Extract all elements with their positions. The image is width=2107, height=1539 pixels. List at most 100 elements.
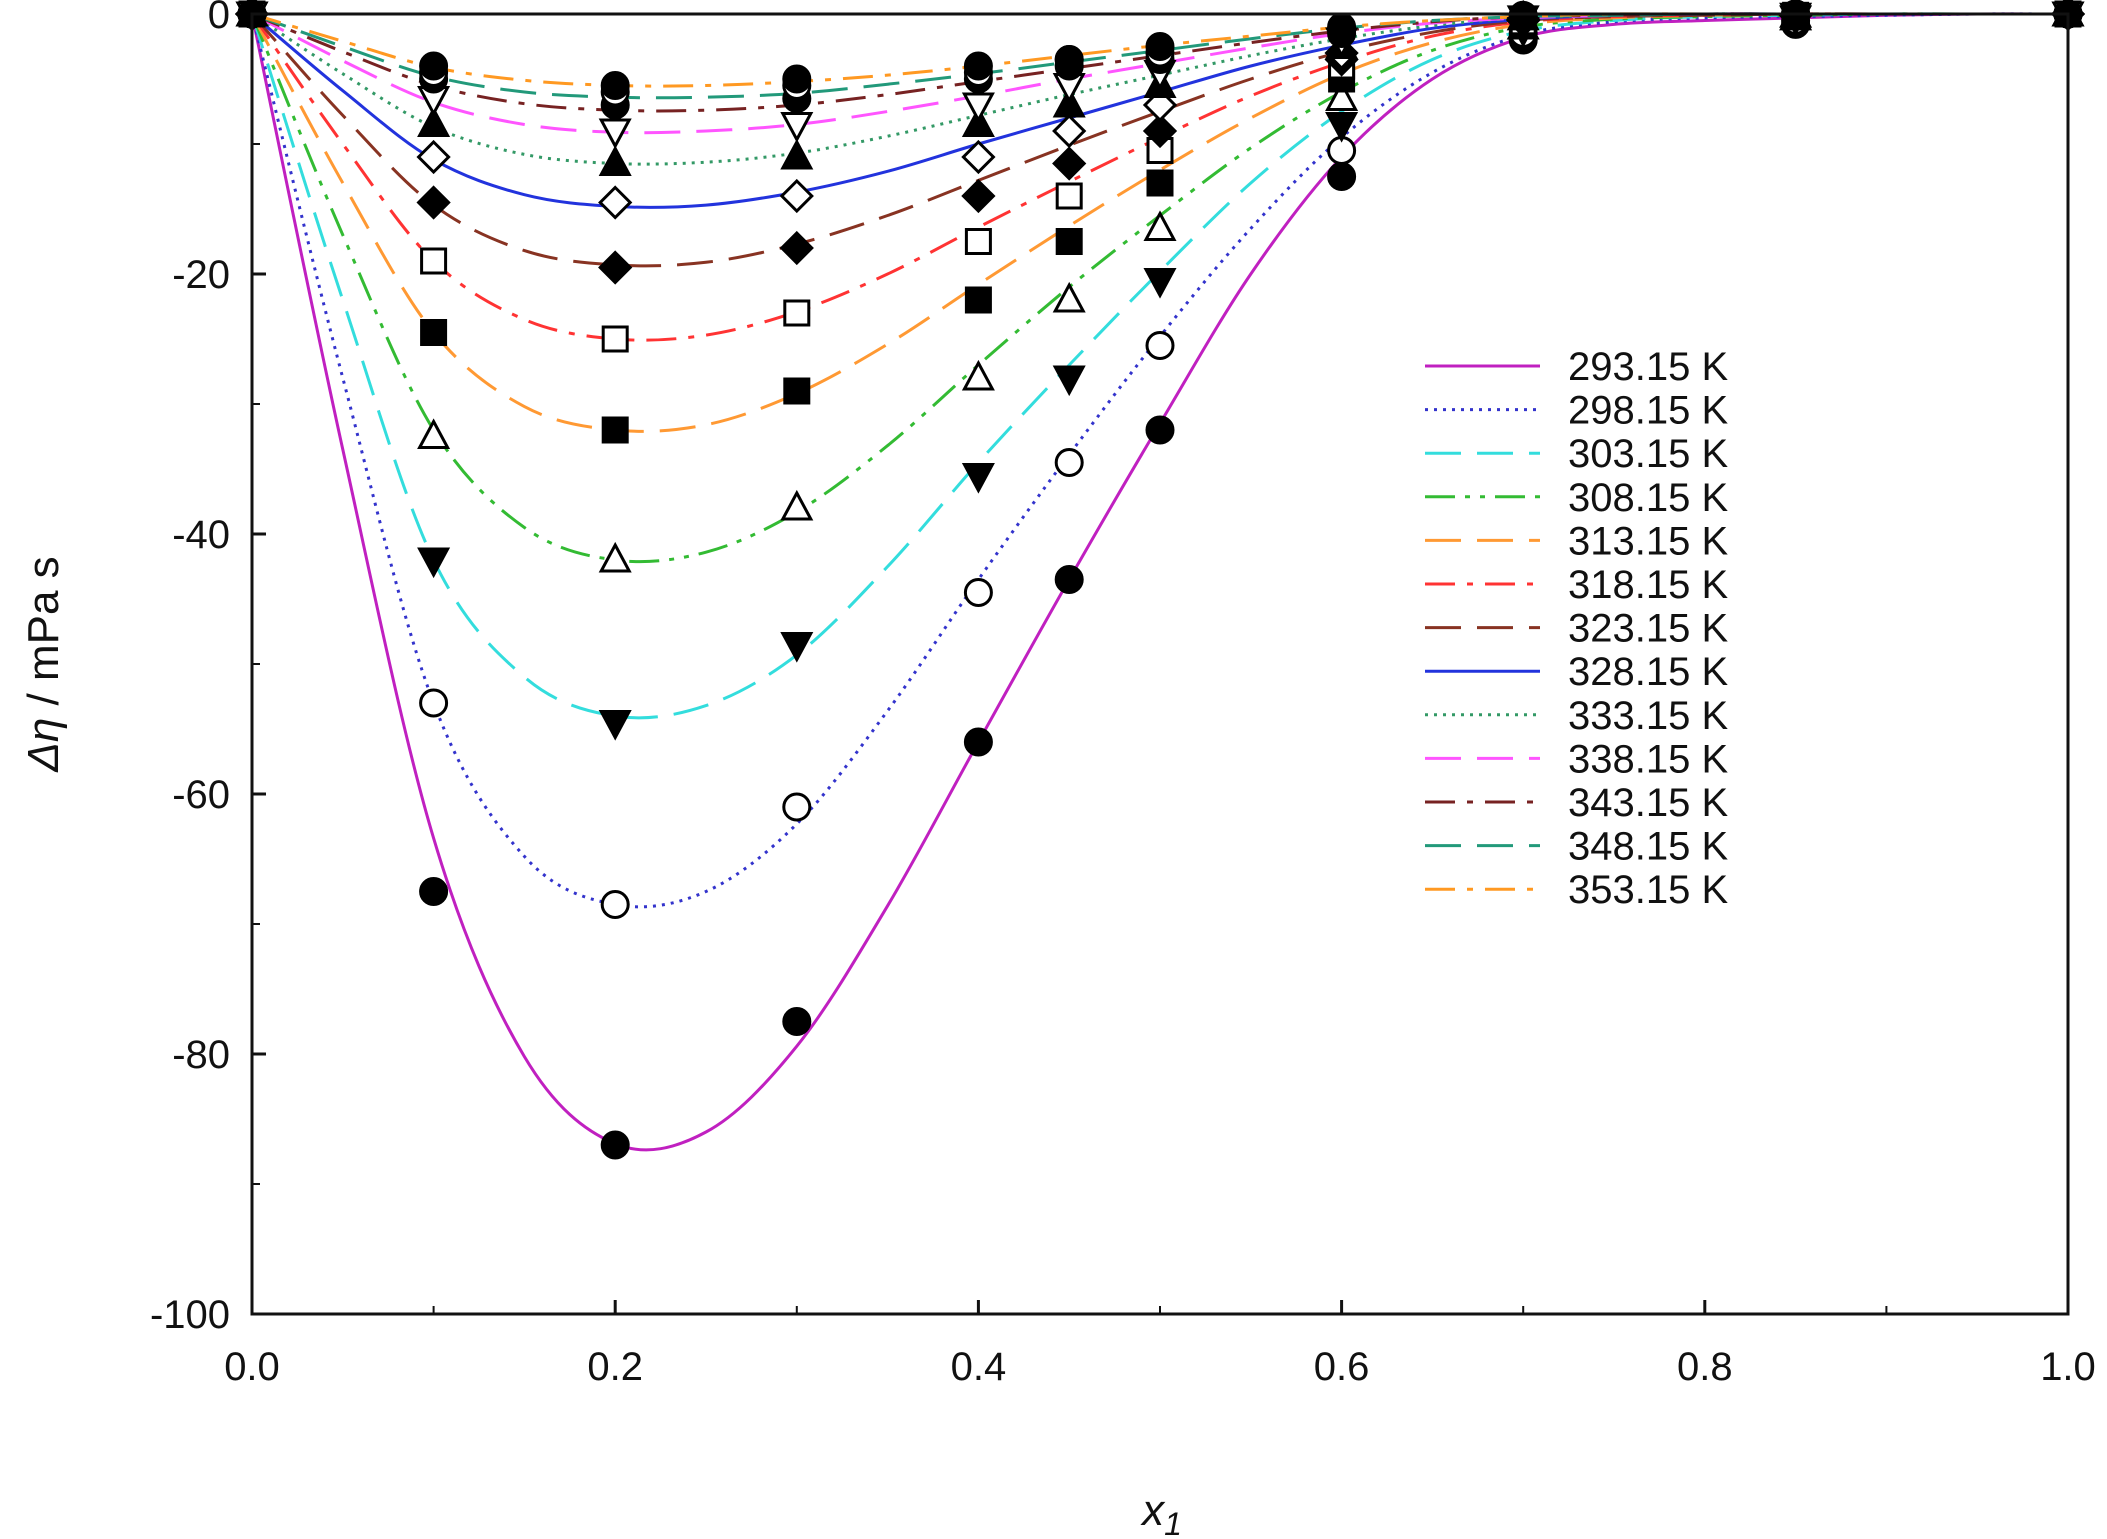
legend-label-2: 298.15 K xyxy=(1568,389,1728,433)
y-axis-title-symbol: Δη xyxy=(19,718,68,773)
y-tick-label: 0 xyxy=(208,0,230,37)
y-tick-label: -80 xyxy=(172,1033,230,1077)
data-point xyxy=(1327,12,1357,42)
legend-label-7: 323.15 K xyxy=(1568,607,1728,651)
data-point xyxy=(1143,268,1177,299)
data-point xyxy=(1325,80,1359,111)
data-point xyxy=(600,71,630,100)
y-tick-label: -100 xyxy=(150,1293,230,1337)
data-point xyxy=(961,178,996,214)
data-point xyxy=(1143,210,1177,241)
data-point xyxy=(598,185,633,220)
x-tick-label: 0.4 xyxy=(951,1345,1007,1389)
data-point xyxy=(416,139,451,175)
y-tick-label: -20 xyxy=(172,253,230,297)
data-point xyxy=(963,51,993,81)
data-point xyxy=(963,578,993,607)
data-point xyxy=(1052,365,1086,397)
data-point xyxy=(961,92,995,124)
legend-label-1: 293.15 K xyxy=(1568,345,1728,389)
legend-label-9: 333.15 K xyxy=(1568,694,1728,738)
y-tick-label: -60 xyxy=(172,773,230,817)
data-point xyxy=(779,178,814,214)
x-tick-label: 0.6 xyxy=(1314,1345,1370,1389)
data-point xyxy=(420,319,448,346)
data-point xyxy=(961,463,995,494)
data-point xyxy=(417,418,451,449)
x-axis: 0.0 0.2 0.4 0.6 0.8 1.0 xyxy=(224,1300,2096,1389)
x-tick-label: 0.2 xyxy=(587,1345,643,1389)
data-point xyxy=(1054,45,1084,74)
legend-label-10: 338.15 K xyxy=(1568,737,1728,781)
data-point xyxy=(1054,448,1084,477)
data-point xyxy=(1145,331,1175,360)
data-point xyxy=(1145,32,1175,61)
data-point xyxy=(964,228,992,255)
x-axis-title: x1 xyxy=(1140,1486,1182,1539)
y-axis-title-unit: / mPa s xyxy=(19,556,68,717)
data-point xyxy=(600,1130,630,1160)
data-point xyxy=(780,112,814,143)
data-point xyxy=(1054,565,1084,594)
y-tick-label: -40 xyxy=(172,513,230,557)
y-axis: 0 -20 -40 -60 -80 -100 xyxy=(150,0,266,1337)
data-point xyxy=(783,377,811,405)
legend-label-3: 303.15 K xyxy=(1568,432,1728,476)
x-axis-title-symbol: x xyxy=(1140,1486,1166,1535)
data-point xyxy=(782,64,812,94)
x-tick-label: 0.8 xyxy=(1677,1345,1733,1389)
legend-label-13: 353.15 K xyxy=(1568,868,1728,912)
data-point xyxy=(780,632,814,663)
data-point xyxy=(1055,228,1083,255)
legend-label-8: 328.15 K xyxy=(1568,650,1728,694)
legend-label-5: 313.15 K xyxy=(1568,519,1728,563)
data-point xyxy=(416,185,451,220)
data-point xyxy=(417,106,451,137)
data-point xyxy=(1055,182,1083,210)
data-point xyxy=(419,688,449,718)
data-point xyxy=(601,416,629,444)
data-point xyxy=(601,325,629,353)
fit-line-series-5 xyxy=(250,12,2068,433)
data-point xyxy=(598,145,632,176)
y-axis-title: Δη / mPa s xyxy=(19,556,68,772)
data-point xyxy=(961,139,996,175)
data-point xyxy=(598,250,633,285)
data-point xyxy=(1052,146,1087,181)
legend-label-11: 343.15 K xyxy=(1568,781,1728,825)
data-point xyxy=(1052,113,1087,149)
data-point xyxy=(598,710,632,741)
data-point xyxy=(1325,112,1359,143)
data-point xyxy=(598,118,632,150)
data-point xyxy=(1146,169,1174,197)
data-point xyxy=(961,359,995,391)
data-point xyxy=(420,247,448,275)
data-point xyxy=(1145,415,1175,445)
data-point xyxy=(1327,162,1357,191)
legend-label-4: 308.15 K xyxy=(1568,476,1728,520)
data-point xyxy=(1142,113,1178,149)
data-point xyxy=(782,792,812,822)
data-point xyxy=(780,489,814,521)
x-tick-label: 0.0 xyxy=(224,1345,280,1389)
data-point xyxy=(417,547,451,579)
data-point xyxy=(419,877,449,906)
data-point xyxy=(419,51,449,81)
data-point xyxy=(783,299,811,327)
fit-line-series-1 xyxy=(250,12,2069,1152)
data-point xyxy=(598,541,632,573)
fit-line-series-2 xyxy=(250,12,2069,909)
legend-label-12: 348.15 K xyxy=(1568,825,1728,869)
data-point xyxy=(963,727,993,757)
data-point xyxy=(782,1007,812,1036)
data-point xyxy=(779,230,814,266)
x-tick-label: 1.0 xyxy=(2040,1345,2096,1389)
data-point xyxy=(1052,281,1086,313)
legend-label-6: 318.15 K xyxy=(1568,563,1728,607)
data-point xyxy=(964,286,992,314)
data-point xyxy=(780,138,814,170)
x-axis-title-subscript: 1 xyxy=(1164,1506,1182,1539)
